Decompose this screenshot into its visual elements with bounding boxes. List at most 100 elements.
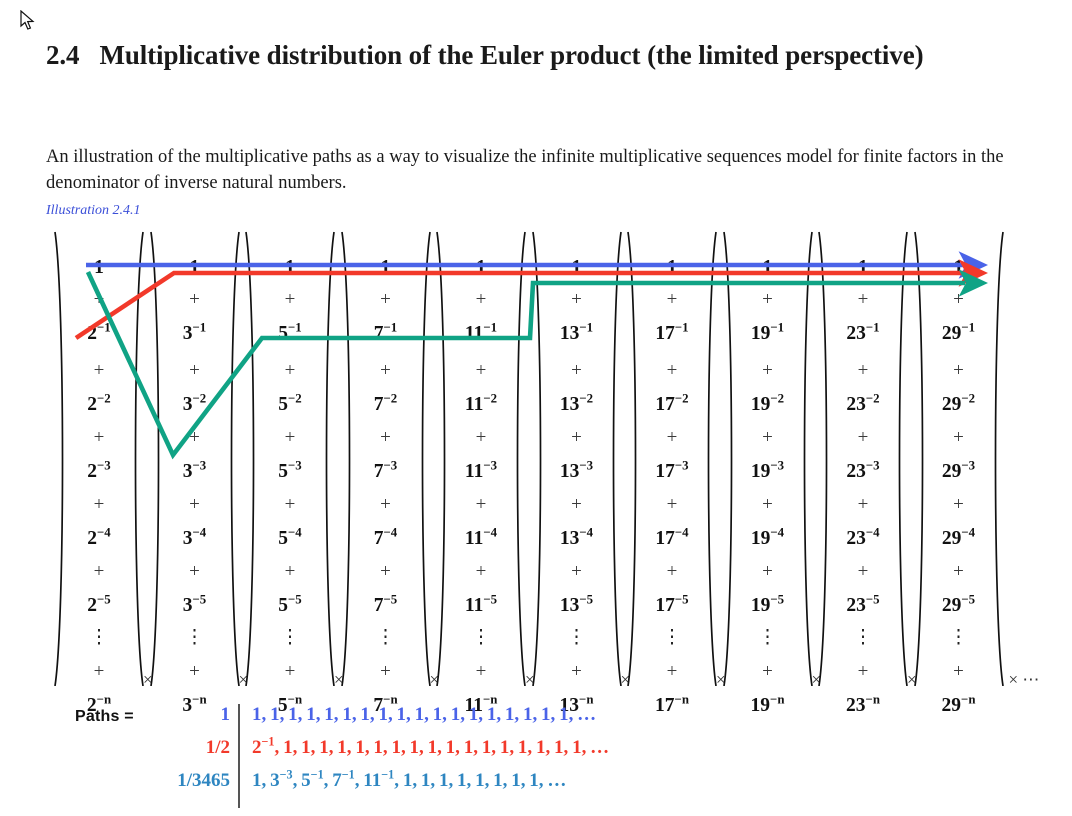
matrix-plus-sign: + bbox=[762, 427, 773, 448]
matrix-plus-sign: + bbox=[189, 360, 200, 381]
matrix-term-17--5: 17−5 bbox=[655, 592, 689, 616]
illustration-caption: Illustration 2.4.1 bbox=[46, 203, 141, 218]
prime-column-3: 1 +3−1 +3−2 +3−3 +3−4 +3−5 ⋮ +3−n bbox=[149, 228, 240, 715]
matrix-term-7--3: 7−3 bbox=[373, 458, 398, 482]
matrix-plus-sign: + bbox=[857, 494, 869, 515]
matrix-vdots: ⋮ bbox=[662, 627, 682, 648]
matrix-term-23--5: 23−5 bbox=[846, 592, 880, 616]
matrix-plus-sign: + bbox=[762, 561, 773, 582]
matrix-plus-sign: + bbox=[953, 427, 964, 448]
matrix-plus-sign: + bbox=[475, 661, 487, 682]
matrix-plus-sign: + bbox=[93, 561, 105, 582]
matrix-term-2--2: 2−2 bbox=[87, 391, 111, 415]
legend-coefficient: 1 bbox=[220, 704, 231, 725]
legend-row-3: 1/3465 1, 3−3, 5−1, 7−1, 11−1, 1, 1, 1, 1… bbox=[60, 767, 780, 802]
matrix-plus-sign: + bbox=[571, 360, 582, 381]
matrix-plus-sign: + bbox=[189, 661, 200, 682]
matrix-term-5--4: 5−4 bbox=[278, 525, 302, 549]
matrix-term-23--2: 23−2 bbox=[846, 391, 880, 415]
matrix-vdots: ⋮ bbox=[853, 627, 873, 648]
prime-column-7: 1 +7−1 +7−2 +7−3 +7−4 +7−5 ⋮ +7−n bbox=[340, 228, 431, 715]
legend-row-2: 1/2 2−1, 1, 1, 1, 1, 1, 1, 1, 1, 1, 1, 1,… bbox=[60, 734, 780, 769]
matrix-term-7--4: 7−4 bbox=[373, 525, 398, 549]
matrix-plus-sign: + bbox=[475, 360, 487, 381]
matrix-plus-sign: + bbox=[284, 289, 296, 310]
matrix-term-17--1: 17−1 bbox=[655, 320, 689, 344]
matrix-cell-one: 1 bbox=[953, 257, 964, 278]
matrix-cell-one: 1 bbox=[94, 257, 104, 278]
matrix-plus-sign: + bbox=[666, 494, 678, 515]
prime-column-13: 1 +13−1 +13−2 +13−3 +13−4 +13−5 ⋮ +13−n bbox=[531, 228, 622, 715]
matrix-plus-sign: + bbox=[284, 360, 296, 381]
matrix-term-11-n: 11−n bbox=[464, 692, 498, 716]
legend-sequence: 1, 1, 1, 1, 1, 1, 1, 1, 1, 1, 1, 1, 1, 1… bbox=[252, 704, 597, 725]
matrix-term-29--4: 29−4 bbox=[941, 525, 976, 549]
multiplication-sign: × bbox=[811, 670, 822, 689]
multiplication-sign: × bbox=[238, 670, 249, 689]
matrix-plus-sign: + bbox=[380, 427, 391, 448]
prime-column-19: 1 +19−1 +19−2 +19−3 +19−4 +19−5 ⋮ +19−n bbox=[722, 228, 813, 715]
matrix-cell-one: 1 bbox=[858, 257, 868, 278]
matrix-term-13--4: 13−4 bbox=[559, 525, 594, 549]
matrix-term-2--5: 2−5 bbox=[87, 592, 111, 616]
matrix-term-3--1: 3−1 bbox=[182, 320, 207, 344]
matrix-term-23--1: 23−1 bbox=[846, 320, 880, 344]
matrix-plus-sign: + bbox=[189, 427, 200, 448]
matrix-cell-one: 1 bbox=[476, 257, 486, 278]
matrix-term-17--4: 17−4 bbox=[655, 525, 689, 549]
matrix-plus-sign: + bbox=[857, 661, 869, 682]
matrix-term-19--5: 19−5 bbox=[750, 592, 785, 616]
section-number: 2.4 bbox=[46, 40, 80, 70]
matrix-term-11--3: 11−3 bbox=[464, 458, 498, 482]
matrix-plus-sign: + bbox=[571, 427, 582, 448]
multiplication-sign: × bbox=[333, 670, 344, 689]
matrix-term-17--3: 17−3 bbox=[655, 458, 689, 482]
intro-paragraph: An illustration of the multiplicative pa… bbox=[46, 147, 1004, 194]
euler-product-matrix: 1 +2−1 +2−2 +2−3 +2−4 +2−5 ⋮ +2−n × 1 +3−1 +3−2 +3−3… bbox=[53, 228, 1065, 715]
matrix-term-5--3: 5−3 bbox=[278, 458, 302, 482]
matrix-vdots: ⋮ bbox=[89, 627, 109, 648]
legend-sequence: 2−1, 1, 1, 1, 1, 1, 1, 1, 1, 1, 1, 1, 1,… bbox=[252, 734, 610, 758]
matrix-term-2--1: 2−1 bbox=[87, 320, 111, 344]
left-paren bbox=[53, 230, 67, 686]
legend-sequence: 1, 3−3, 5−1, 7−1, 11−1, 1, 1, 1, 1, 1, 1… bbox=[252, 767, 567, 791]
right-paren bbox=[991, 230, 1005, 686]
matrix-plus-sign: + bbox=[380, 561, 391, 582]
matrix-term-3--5: 3−5 bbox=[182, 592, 207, 616]
matrix-plus-sign: + bbox=[475, 289, 487, 310]
matrix-vdots: ⋮ bbox=[567, 627, 586, 648]
matrix-term-19--3: 19−3 bbox=[750, 458, 785, 482]
matrix-term-3--3: 3−3 bbox=[182, 458, 207, 482]
matrix-term-2--4: 2−4 bbox=[87, 525, 111, 549]
matrix-term-3--2: 3−2 bbox=[182, 391, 207, 415]
matrix-term-29--2: 29−2 bbox=[941, 391, 976, 415]
prime-column-2: 1 +2−1 +2−2 +2−3 +2−4 +2−5 ⋮ +2−n bbox=[53, 228, 144, 715]
matrix-plus-sign: + bbox=[189, 494, 200, 515]
matrix-term-13--1: 13−1 bbox=[559, 320, 594, 344]
matrix-plus-sign: + bbox=[284, 494, 296, 515]
matrix-term-11--1: 11−1 bbox=[464, 320, 498, 344]
matrix-term-5-n: 5−n bbox=[277, 692, 303, 716]
matrix-term-2-n: 2−n bbox=[86, 692, 112, 716]
matrix-cell-one: 1 bbox=[285, 257, 295, 278]
matrix-plus-sign: + bbox=[571, 494, 582, 515]
paths-legend: Paths = 1 1, 1, 1, 1, 1, 1, 1, 1, 1, 1, 1… bbox=[60, 700, 780, 815]
matrix-plus-sign: + bbox=[475, 494, 487, 515]
matrix-plus-sign: + bbox=[857, 360, 869, 381]
matrix-term-3--4: 3−4 bbox=[182, 525, 207, 549]
prime-column-5: 1 +5−1 +5−2 +5−3 +5−4 +5−5 ⋮ +5−n bbox=[245, 228, 335, 715]
matrix-term-11--4: 11−4 bbox=[464, 525, 498, 549]
mouse-cursor-icon bbox=[20, 9, 36, 32]
matrix-cell-one: 1 bbox=[189, 257, 200, 278]
matrix-vdots: ⋮ bbox=[758, 627, 777, 648]
matrix-term-29--1: 29−1 bbox=[941, 320, 976, 344]
matrix-term-5--1: 5−1 bbox=[278, 320, 302, 344]
matrix-term-13--5: 13−5 bbox=[559, 592, 594, 616]
matrix-term-2--3: 2−3 bbox=[87, 458, 111, 482]
matrix-term-23--3: 23−3 bbox=[846, 458, 880, 482]
matrix-term-17--2: 17−2 bbox=[655, 391, 689, 415]
section-title: Multiplicative distribution of the Euler… bbox=[99, 40, 924, 70]
matrix-plus-sign: + bbox=[284, 661, 296, 682]
multiplication-sign: × bbox=[524, 670, 535, 689]
matrix-term-3-n: 3−n bbox=[182, 692, 207, 716]
